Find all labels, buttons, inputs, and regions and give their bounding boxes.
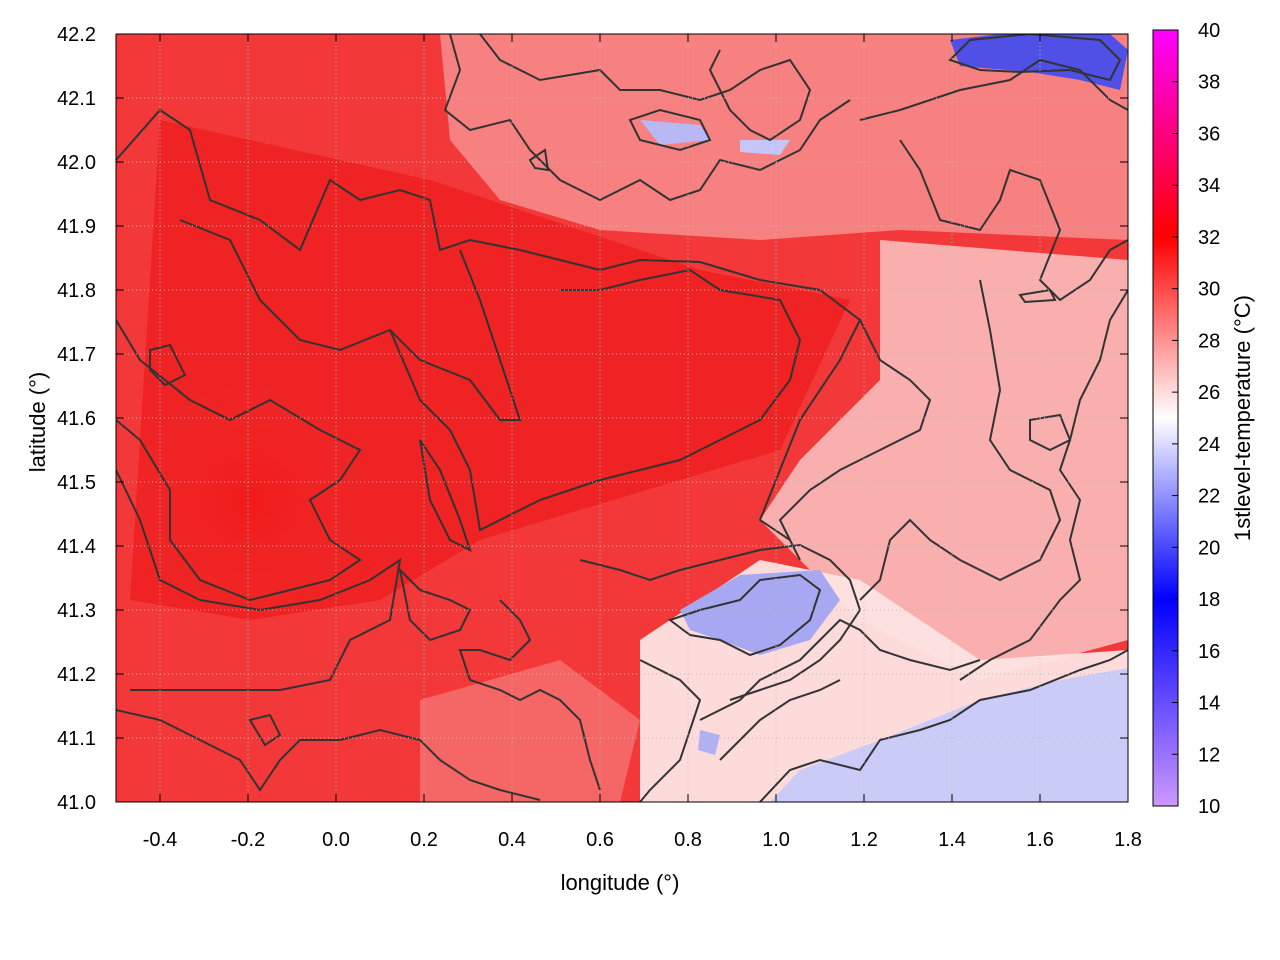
contour-line	[948, 34, 1122, 82]
colorbar-tick-label: 12	[1198, 744, 1220, 766]
contour-line	[116, 108, 862, 561]
contour-line	[179, 219, 522, 421]
heatmap-warm-spot	[130, 380, 370, 620]
y-tick-label: 41.3	[57, 600, 96, 622]
contour-line	[778, 319, 932, 541]
x-axis: -0.4 -0.2 0.0 0.2 0.4 0.6 0.8 1.0 1.2 1.4 1.6 1.8	[143, 34, 1142, 851]
heatmap-field	[116, 34, 1128, 802]
colorbar-title: 1stlevel-temperature (°C)	[1230, 295, 1255, 541]
x-tick-label: 0.0	[322, 829, 350, 851]
colorbar-tick-label: 26	[1198, 382, 1220, 404]
x-tick-label: 0.4	[498, 829, 526, 851]
contour-line	[116, 709, 541, 801]
y-tick-label: 41.8	[57, 280, 96, 302]
contour-line	[859, 279, 1062, 601]
contour-line	[458, 599, 601, 791]
contour-line	[579, 543, 862, 701]
x-tick-label: -0.4	[143, 829, 177, 851]
contour-line	[149, 343, 187, 387]
colorbar-axis: 10 12 14 16 18 20 22 24 26 28 30 32 34 36 38 40	[1172, 20, 1220, 818]
contour-line	[759, 649, 1128, 802]
contour-lines	[116, 34, 1128, 802]
heatmap-hills-cool-5	[698, 730, 720, 755]
y-tick-label: 41.1	[57, 728, 96, 750]
y-tick-label: 41.5	[57, 472, 96, 494]
y-tick-label: 41.0	[57, 792, 96, 814]
colorbar-tick-label: 36	[1198, 123, 1220, 145]
contour-line	[389, 268, 802, 532]
x-tick-label: -0.2	[231, 829, 265, 851]
heatmap-east-mild	[760, 240, 1128, 680]
heatmap-hills-cool-4	[740, 140, 790, 155]
x-tick-label: 1.8	[1114, 829, 1142, 851]
colorbar-tick-label: 20	[1198, 537, 1220, 559]
heatmap-southwest-mild	[420, 660, 640, 802]
contour-line	[667, 573, 822, 657]
colorbar-tick-label: 30	[1198, 279, 1220, 301]
contour-line	[419, 439, 472, 552]
contour-line	[1029, 413, 1072, 452]
colorbar-tick-label: 40	[1198, 20, 1220, 42]
contour-line	[116, 469, 402, 691]
colorbar-tick-label: 18	[1198, 589, 1220, 611]
contour-line	[443, 34, 851, 202]
y-tick-label: 42.1	[57, 88, 96, 110]
colorbar-tick-label: 32	[1198, 227, 1220, 249]
x-axis-title: longitude (°)	[561, 870, 680, 895]
x-tick-label: 0.8	[674, 829, 702, 851]
contour-line	[699, 618, 981, 721]
colorbar-tick-label: 14	[1198, 693, 1220, 715]
heatmap-hills-cool-3	[640, 120, 710, 145]
colorbar-tick-label: 10	[1198, 796, 1220, 818]
colorbar-tick-label: 24	[1198, 434, 1220, 456]
x-tick-label: 1.4	[938, 829, 966, 851]
contour-line	[479, 34, 812, 142]
x-tick-label: 0.2	[410, 829, 438, 851]
x-tick-label: 1.2	[850, 829, 878, 851]
contour-line	[959, 289, 1128, 681]
y-axis: 41.0 41.1 41.2 41.3 41.4 41.5 41.6 41.7 41.8 41.9…	[57, 24, 1128, 814]
x-tick-label: 1.6	[1026, 829, 1054, 851]
heatmap-hills-cool-1	[680, 570, 840, 655]
heatmap-hills-cool-2	[950, 34, 1128, 90]
colorbar-tick-label: 34	[1198, 175, 1220, 197]
x-tick-label: 1.0	[762, 829, 790, 851]
y-tick-label: 42.2	[57, 24, 96, 46]
colorbar-tick-label: 28	[1198, 330, 1220, 352]
heatmap-sea	[770, 668, 1128, 802]
contour-line	[528, 148, 550, 172]
y-tick-label: 41.2	[57, 664, 96, 686]
contour-line	[899, 139, 1128, 302]
colorbar	[1152, 29, 1179, 807]
y-tick-label: 41.4	[57, 536, 96, 558]
y-tick-label: 41.9	[57, 216, 96, 238]
contour-line	[628, 108, 712, 152]
contour-line	[1018, 288, 1057, 304]
contour-line	[116, 319, 362, 602]
y-axis-title: latitude (°)	[25, 372, 50, 473]
contour-line	[719, 679, 841, 761]
y-tick-label: 41.6	[57, 408, 96, 430]
colorbar-tick-label: 22	[1198, 486, 1220, 508]
heatmap-north-cool	[440, 34, 1128, 240]
y-tick-label: 41.7	[57, 344, 96, 366]
colorbar-tick-label: 16	[1198, 641, 1220, 663]
contour-line	[859, 58, 1128, 121]
x-tick-label: 0.6	[586, 829, 614, 851]
contour-line	[248, 713, 282, 747]
contour-line	[639, 659, 702, 802]
colorbar-tick-label: 38	[1198, 72, 1220, 94]
y-tick-label: 42.0	[57, 152, 96, 174]
contour-line	[398, 566, 472, 642]
